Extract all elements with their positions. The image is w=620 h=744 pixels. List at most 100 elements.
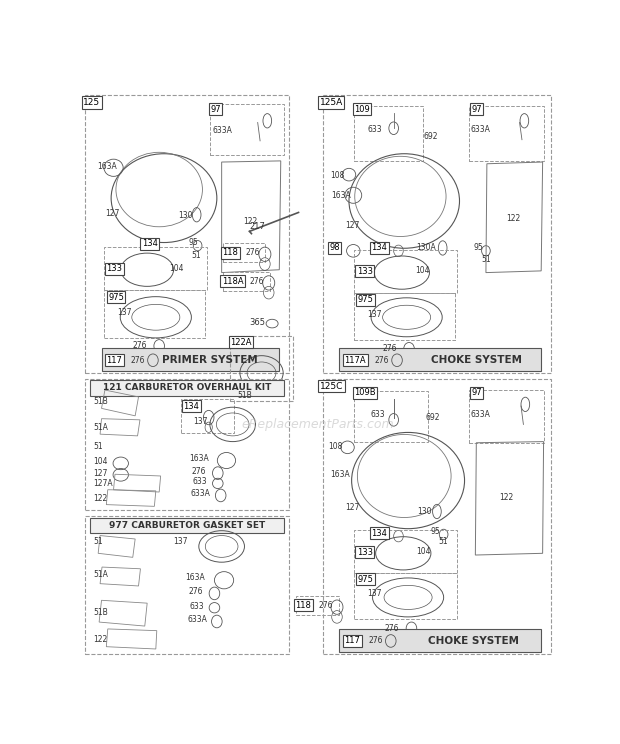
Text: 118: 118 [295, 601, 311, 610]
Bar [91, 380, 284, 396]
Bar [181, 399, 234, 433]
Bar [296, 596, 339, 615]
Bar [210, 103, 284, 155]
Text: 633A: 633A [471, 410, 490, 419]
Text: 163A: 163A [331, 190, 351, 199]
Text: CHOKE SYSTEM: CHOKE SYSTEM [428, 636, 520, 646]
Text: 122: 122 [243, 217, 257, 225]
Text: 117: 117 [107, 356, 122, 365]
Text: 127: 127 [105, 209, 119, 218]
Text: 633: 633 [193, 477, 208, 486]
Text: 365: 365 [249, 318, 265, 327]
Bar [354, 292, 454, 339]
Text: 276: 276 [188, 587, 203, 596]
Text: 633A: 633A [190, 489, 210, 498]
Text: 163A: 163A [190, 455, 209, 464]
Text: 51: 51 [192, 251, 201, 260]
Text: 108: 108 [330, 170, 344, 180]
Text: 121 CARBURETOR OVERHAUL KIT: 121 CARBURETOR OVERHAUL KIT [103, 383, 271, 392]
Text: 137: 137 [174, 537, 188, 546]
Text: 104: 104 [416, 547, 431, 556]
Text: 134: 134 [184, 402, 199, 411]
Text: 127A: 127A [94, 479, 113, 489]
Text: 137: 137 [193, 417, 207, 426]
Text: 163A: 163A [185, 574, 205, 583]
Text: 276: 276 [374, 356, 389, 365]
Text: 51: 51 [438, 536, 448, 546]
Text: 127: 127 [345, 220, 360, 230]
Text: 51B: 51B [237, 391, 252, 400]
Text: 134: 134 [371, 243, 388, 252]
Text: 137: 137 [367, 589, 382, 598]
Text: 127: 127 [345, 503, 360, 512]
Bar [469, 390, 544, 443]
Bar [339, 348, 541, 371]
Text: 122: 122 [94, 635, 108, 644]
Text: 118A: 118A [222, 277, 244, 286]
Text: CHOKE SYSTEM: CHOKE SYSTEM [431, 355, 522, 365]
Text: 130: 130 [418, 507, 432, 516]
Text: 97: 97 [210, 105, 221, 114]
Text: 51A: 51A [94, 570, 108, 579]
Text: 133: 133 [107, 264, 123, 273]
Text: 692: 692 [423, 132, 438, 141]
Text: 977 CARBURETOR GASKET SET: 977 CARBURETOR GASKET SET [108, 521, 265, 530]
Text: 163A: 163A [97, 162, 117, 171]
Text: 117A: 117A [345, 356, 366, 365]
Text: 133: 133 [357, 548, 373, 557]
Bar [85, 379, 289, 510]
Bar [91, 518, 284, 533]
Bar [223, 243, 265, 263]
Bar [354, 391, 428, 442]
Text: 51B: 51B [94, 608, 108, 617]
Text: 633A: 633A [187, 615, 207, 623]
Text: 975: 975 [358, 295, 374, 304]
Text: 975: 975 [358, 574, 374, 583]
Text: eReplacementParts.com: eReplacementParts.com [241, 418, 394, 431]
Text: 217: 217 [249, 222, 265, 231]
Text: 108: 108 [329, 442, 343, 451]
Text: 276: 276 [383, 344, 397, 353]
Bar [339, 629, 541, 652]
Text: PRIMER SYSTEM: PRIMER SYSTEM [162, 355, 257, 365]
Bar [354, 106, 423, 161]
Text: 276: 276 [133, 341, 148, 350]
Text: 276: 276 [368, 636, 383, 646]
Text: 633A: 633A [212, 126, 232, 135]
Text: 130: 130 [179, 211, 193, 219]
Bar [223, 272, 270, 291]
Text: 117: 117 [344, 636, 360, 646]
Text: 97: 97 [471, 388, 482, 397]
Text: 125: 125 [83, 98, 100, 107]
Text: 134: 134 [371, 529, 388, 538]
Text: 104: 104 [415, 266, 430, 275]
Text: 104: 104 [94, 457, 108, 466]
Text: 137: 137 [367, 310, 382, 319]
Text: 633: 633 [371, 410, 385, 419]
Bar [104, 247, 207, 289]
Bar [104, 290, 205, 339]
Text: 118: 118 [223, 248, 238, 257]
Text: 122: 122 [499, 493, 513, 502]
Bar [230, 336, 293, 402]
Text: 276: 276 [192, 467, 206, 476]
Text: 163A: 163A [330, 470, 350, 479]
Bar [322, 95, 551, 373]
Text: 109: 109 [354, 105, 370, 114]
Text: 975: 975 [108, 292, 124, 302]
Text: 133: 133 [357, 267, 373, 276]
Text: 125C: 125C [319, 382, 343, 391]
Text: 51: 51 [94, 442, 103, 451]
Text: 130A: 130A [416, 243, 436, 252]
Text: 633: 633 [190, 601, 204, 611]
Text: 276: 276 [249, 277, 264, 286]
Text: 276: 276 [319, 601, 333, 610]
Text: 109B: 109B [354, 388, 376, 397]
Bar [354, 574, 457, 619]
Text: 51B: 51B [94, 397, 108, 406]
Text: 122: 122 [507, 214, 521, 222]
Bar [85, 516, 289, 653]
Text: 98: 98 [329, 243, 340, 252]
Text: 51A: 51A [94, 423, 108, 432]
Text: 51: 51 [481, 255, 491, 264]
